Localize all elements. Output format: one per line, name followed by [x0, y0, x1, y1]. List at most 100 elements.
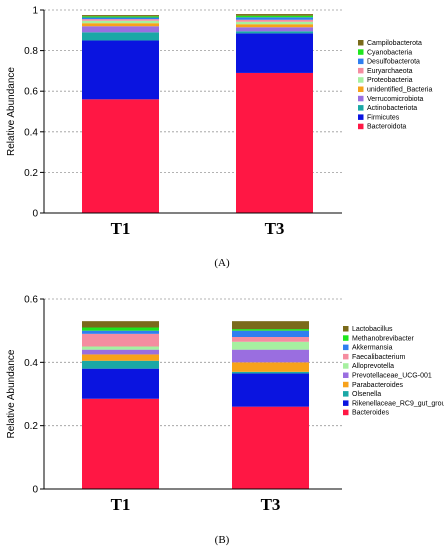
bar-segment-t3-actinobacteriota: [236, 31, 313, 34]
legend-swatch: [358, 40, 364, 46]
legend-label: Actinobacteriota: [367, 105, 417, 112]
y-tick-label: 0.4: [24, 127, 38, 138]
y-tick-label: 1: [32, 6, 38, 17]
bar-segment-t1-parabacteroides: [82, 354, 159, 361]
legend-label: Bacteroides: [352, 410, 389, 417]
bar-segment-t3-prevotellaceae-ucg-001: [232, 349, 309, 363]
legend: Campilobacterota Cyanobacteria Desulfobact…: [358, 40, 432, 131]
legend-label: Cyanobacteria: [367, 49, 412, 56]
legend-label: Faecalibacterium: [352, 354, 405, 361]
legend-label: unidentified_Bacteria: [367, 87, 432, 94]
bar-segment-t1-proteobacteria: [82, 20, 159, 24]
y-axis-title: Relative Abundance: [6, 67, 17, 156]
bar-segment-t3-lactobacillus: [232, 321, 309, 330]
legend-label: Campilobacterota: [367, 40, 422, 47]
bar-segment-t3-campilobacterota: [236, 14, 313, 16]
legend-swatch: [358, 114, 364, 120]
legend-swatch: [343, 363, 349, 369]
legend-label: Methanobrevibacter: [352, 335, 415, 342]
legend-swatch: [358, 95, 364, 102]
chart-panel-b: 0 0.2 0.4 0.6 T1 T3 Relative Abundance Lactobac…: [6, 295, 444, 547]
legend-label: Verrucomicrobiota: [367, 96, 424, 103]
bar-segment-t3-desulfobacterota: [236, 17, 313, 20]
legend-swatch: [343, 409, 349, 416]
legend-swatch: [343, 391, 349, 397]
bar-segment-t3-parabacteroides: [232, 362, 309, 372]
legend-label: Firmicutes: [367, 114, 400, 121]
bar-segment-t1-campilobacterota: [82, 15, 159, 17]
y-tick-label: 0.2: [24, 421, 38, 432]
legend-swatch: [358, 105, 364, 111]
legend-swatch: [358, 67, 364, 74]
bar-segment-t3-cyanobacteria: [236, 15, 313, 18]
legend-label: Lactobacillus: [352, 326, 393, 333]
y-tick-label: 0.4: [24, 358, 38, 369]
bar-segment-t1-prevotellaceae-ucg-001: [82, 349, 159, 355]
panel-label: (A): [214, 257, 230, 269]
legend-label: Proteobacteria: [367, 77, 413, 84]
bar-segment-t1-faecalibacterium: [82, 333, 159, 347]
legend-swatch: [358, 49, 364, 55]
bar-segment-t3-euryarchaeota: [236, 19, 313, 22]
category-label-t1: T1: [111, 495, 131, 514]
legend-swatch: [343, 372, 349, 378]
legend-swatch: [358, 77, 364, 83]
legend-label: Olsenella: [352, 391, 381, 398]
bar-segment-t1-methanobrevibacter: [82, 327, 159, 331]
y-tick-label: 0.2: [24, 168, 38, 179]
category-label-t3: T3: [261, 495, 281, 514]
category-label-t1: T1: [111, 219, 131, 238]
bar-segment-t1-actinobacteriota: [82, 32, 159, 41]
legend-label: Rikenellaceae_RC9_gut_group: [352, 400, 444, 407]
bar-segment-t1-bacteroidota: [82, 99, 159, 213]
bar-segment-t1-akkermansia: [82, 330, 159, 334]
legend-swatch: [358, 58, 364, 65]
bar-segment-t1-bacteroides: [82, 398, 159, 489]
bar-segment-t3-alloprevotella: [232, 341, 309, 350]
bar-segment-t1-alloprevotella: [82, 346, 159, 350]
bar-segment-t3-methanobrevibacter: [232, 329, 309, 331]
y-tick-label: 0.6: [24, 87, 38, 98]
bar-segment-t1-rikenellaceae-rc9-gut-group: [82, 368, 159, 399]
legend-swatch: [343, 335, 349, 341]
chart-panel-a: 0 0.2 0.4 0.6 0.8 1 T1 T3 Relative Abundance Camp…: [6, 6, 432, 270]
bar-segment-t1-unidentified-bacteria: [82, 23, 159, 27]
category-label-t3: T3: [265, 219, 285, 238]
y-tick-label: 0: [32, 209, 38, 220]
legend-label: Prevotellaceae_UCG-001: [352, 373, 432, 380]
bar-segment-t1-olsenella: [82, 360, 159, 369]
legend-swatch: [343, 326, 349, 332]
bar-segment-t1-firmicutes: [82, 40, 159, 100]
legend-swatch: [358, 86, 364, 92]
bar-segment-t1-lactobacillus: [82, 321, 159, 328]
bar-segment-t1-desulfobacterota: [82, 17, 159, 20]
bar-segment-t3-olsenella: [232, 371, 309, 374]
y-axis-title: Relative Abundance: [6, 349, 17, 438]
legend: Lactobacillus Methanobrevibacter Akkermans…: [343, 326, 444, 417]
bar-segment-t3-bacteroidota: [236, 72, 313, 214]
legend-swatch: [343, 400, 349, 406]
legend-label: Alloprevotella: [352, 363, 394, 370]
y-tick-label: 0.6: [24, 295, 38, 306]
legend-swatch: [343, 353, 349, 360]
legend-label: Desulfobacterota: [367, 59, 420, 66]
legend-swatch: [358, 123, 364, 130]
y-tick-label: 0.8: [24, 46, 38, 57]
legend-label: Akkermansia: [352, 345, 393, 352]
bar-segment-t1-verrucomicrobiota: [82, 26, 159, 33]
bar-segment-t3-unidentified-bacteria: [236, 24, 313, 28]
bar-segment-t3-verrucomicrobiota: [236, 27, 313, 32]
legend-label: Euryarchaeota: [367, 68, 413, 75]
legend-swatch: [343, 381, 349, 388]
bar-segment-t3-bacteroides: [232, 406, 309, 489]
legend-label: Bacteroidota: [367, 124, 406, 131]
legend-label: Parabacteroides: [352, 382, 403, 389]
bar-segment-t3-faecalibacterium: [232, 337, 309, 342]
bar-segment-t3-firmicutes: [236, 33, 313, 73]
panel-label: (B): [215, 534, 230, 546]
bar-segment-t1-cyanobacteria: [82, 16, 159, 18]
bar-segment-t3-akkermansia: [232, 330, 309, 337]
y-tick-label: 0: [32, 485, 38, 496]
legend-swatch: [343, 344, 349, 351]
